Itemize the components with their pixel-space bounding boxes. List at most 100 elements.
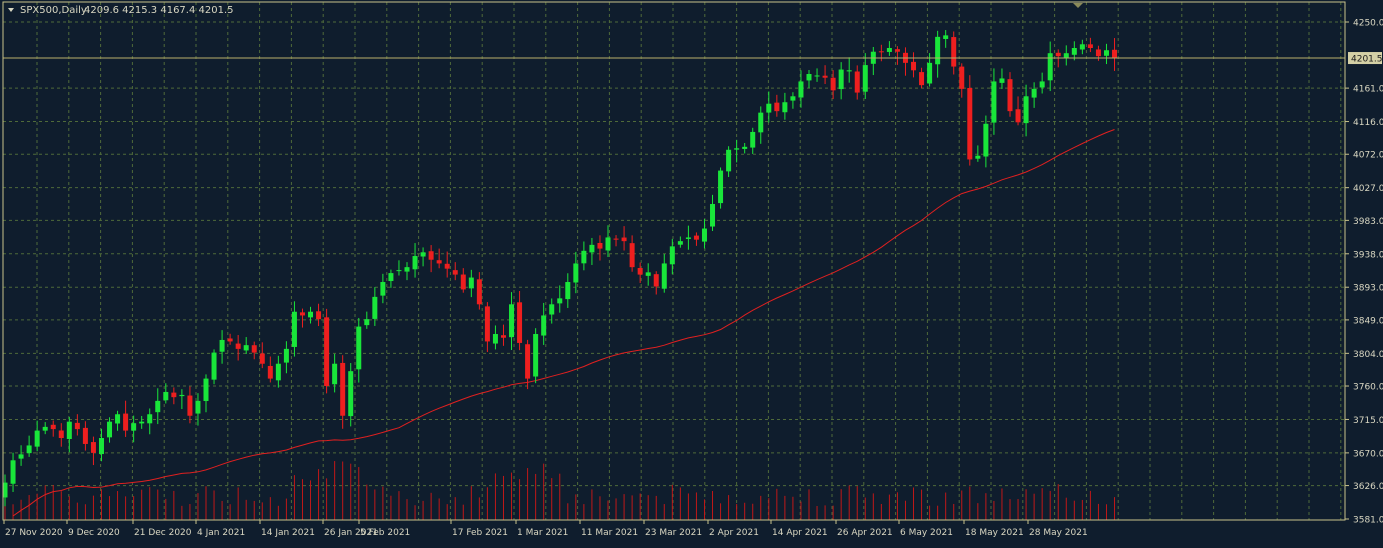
candle-body bbox=[115, 414, 121, 424]
x-tick-label: 9 Dec 2020 bbox=[68, 528, 120, 538]
candle-body bbox=[195, 400, 201, 414]
y-tick-label: 4072.0 bbox=[1353, 151, 1383, 161]
candle-body bbox=[275, 363, 281, 381]
candle-body bbox=[557, 298, 563, 304]
y-tick-label: 4161.0 bbox=[1353, 85, 1383, 95]
candle-body bbox=[927, 62, 933, 84]
candle-body bbox=[549, 304, 555, 315]
candle-body bbox=[605, 237, 611, 251]
candle-body bbox=[806, 74, 812, 81]
candle-body bbox=[50, 424, 56, 430]
x-tick-label: 2 Apr 2021 bbox=[709, 528, 759, 538]
candle-body bbox=[1039, 81, 1045, 88]
candle-body bbox=[227, 338, 233, 342]
candle-body bbox=[935, 36, 941, 65]
candle-body bbox=[782, 102, 788, 113]
candle-body bbox=[991, 81, 997, 123]
candle-body bbox=[476, 279, 482, 305]
candle-body bbox=[525, 344, 531, 379]
candle-body bbox=[1112, 49, 1118, 59]
candle-body bbox=[163, 391, 169, 401]
candle-body bbox=[492, 334, 498, 344]
candle-body bbox=[669, 246, 675, 265]
candle-body bbox=[131, 423, 137, 431]
candle-body bbox=[484, 306, 490, 342]
candle-body bbox=[267, 365, 273, 379]
candle-body bbox=[203, 378, 209, 402]
candle-body bbox=[18, 454, 24, 459]
candle-body bbox=[171, 392, 177, 398]
candle-body bbox=[380, 282, 386, 296]
candle-body bbox=[10, 460, 16, 484]
candle-body bbox=[621, 237, 627, 242]
candle-body bbox=[661, 263, 667, 289]
candle-body bbox=[107, 421, 113, 438]
candle-body bbox=[316, 311, 322, 320]
candle-body bbox=[388, 273, 394, 282]
candle-body bbox=[98, 438, 104, 455]
current-price-label: 4201.5 bbox=[1351, 55, 1383, 65]
candle-body bbox=[653, 274, 659, 287]
x-tick-label: 14 Apr 2021 bbox=[772, 528, 828, 538]
y-tick-label: 3983.0 bbox=[1353, 217, 1383, 227]
candle-body bbox=[862, 65, 868, 92]
candle-body bbox=[1079, 44, 1085, 50]
candle-body bbox=[1055, 52, 1061, 57]
candle-body bbox=[790, 96, 796, 101]
candle-body bbox=[967, 87, 973, 160]
candle-body bbox=[766, 103, 772, 113]
candle-body bbox=[364, 319, 370, 326]
candle-body bbox=[66, 421, 72, 440]
candle-body bbox=[509, 304, 515, 338]
candle-body bbox=[211, 352, 217, 380]
candle-body bbox=[573, 263, 579, 283]
time-axis: 27 Nov 2020 9 Dec 2020 21 Dec 2020 4 Jan 20… bbox=[3, 520, 1088, 538]
candle-body bbox=[299, 312, 305, 316]
x-tick-label: 5 Feb 2021 bbox=[360, 528, 410, 538]
candle-body bbox=[975, 155, 981, 159]
candle-body bbox=[187, 395, 193, 416]
candle-body bbox=[420, 252, 426, 257]
candle-body bbox=[742, 146, 748, 149]
candle-body bbox=[685, 237, 691, 239]
x-tick-label: 28 May 2021 bbox=[1029, 528, 1088, 538]
candle-body bbox=[1023, 96, 1029, 124]
x-tick-label: 4 Jan 2021 bbox=[197, 528, 245, 538]
candle-body bbox=[846, 70, 852, 72]
candle-body bbox=[340, 362, 346, 416]
candle-body bbox=[42, 426, 48, 431]
candle-body bbox=[822, 75, 828, 78]
candle-body bbox=[90, 442, 96, 453]
candle-body bbox=[677, 241, 683, 245]
y-tick-label: 3804.0 bbox=[1353, 350, 1383, 360]
candle-body bbox=[308, 311, 314, 318]
candle-body bbox=[854, 71, 860, 93]
candle-body bbox=[919, 72, 925, 86]
candle-body bbox=[750, 131, 756, 148]
candle-body bbox=[734, 148, 740, 150]
candle-body bbox=[710, 204, 716, 227]
candle-body bbox=[404, 267, 410, 272]
moving-averages bbox=[12, 129, 1115, 517]
candle-body bbox=[412, 256, 418, 270]
candles bbox=[2, 30, 1118, 507]
y-tick-label: 4116.0 bbox=[1353, 118, 1383, 128]
y-tick-label: 3938.0 bbox=[1353, 250, 1383, 260]
candle-body bbox=[259, 353, 265, 364]
candle-body bbox=[774, 102, 780, 112]
candle-body bbox=[500, 335, 506, 338]
ma-short-line bbox=[12, 129, 1115, 517]
collapse-triangle-icon[interactable] bbox=[8, 8, 14, 12]
candle-body bbox=[597, 242, 603, 249]
volume-histogram bbox=[4, 461, 1116, 520]
candle-body bbox=[726, 149, 732, 172]
candle-body bbox=[155, 400, 161, 413]
candle-body bbox=[1007, 79, 1013, 112]
candle-body bbox=[1095, 49, 1101, 57]
candle-body bbox=[959, 66, 965, 89]
scroll-marker-icon[interactable] bbox=[1073, 3, 1083, 8]
candle-body bbox=[758, 112, 764, 133]
candle-body bbox=[356, 326, 362, 370]
candle-body bbox=[565, 282, 571, 300]
